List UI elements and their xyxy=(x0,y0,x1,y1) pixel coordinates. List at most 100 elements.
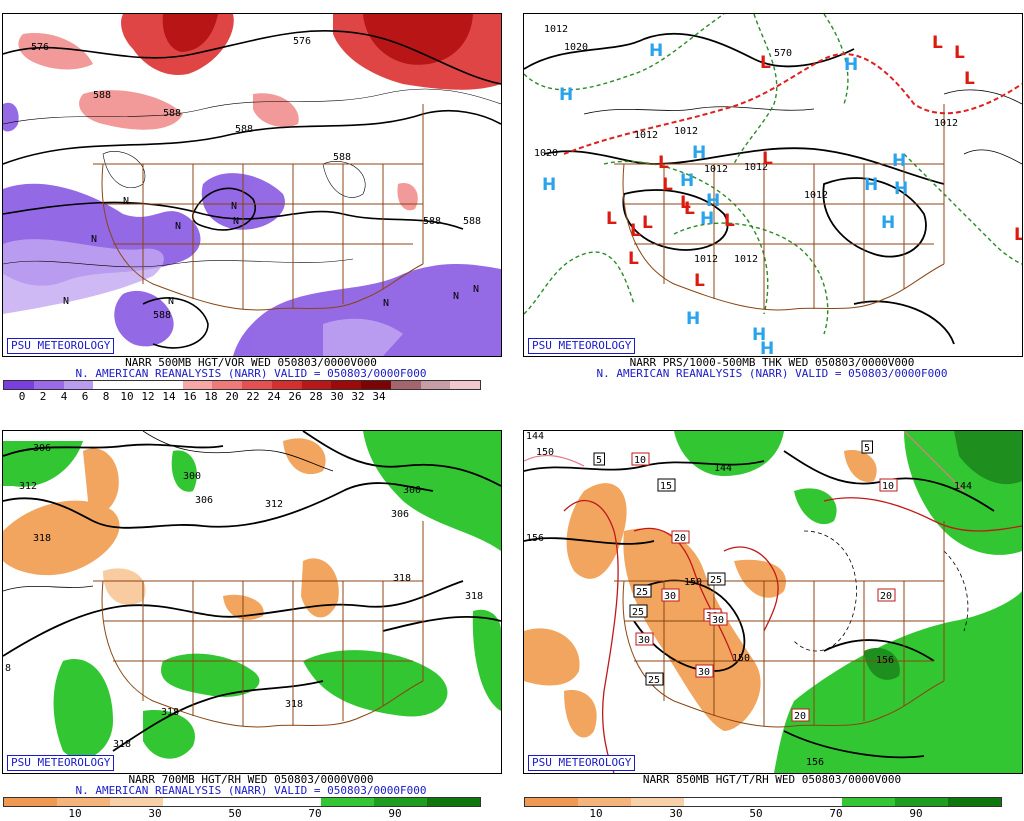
contour-label: 576 xyxy=(293,36,311,47)
height-label: 156 xyxy=(806,757,824,768)
contour-label: 306 xyxy=(195,495,213,506)
contour-label: 306 xyxy=(33,443,51,454)
map-850mb-canvas: 144 150 156 144 150 150 156 156 144 5 10 15 20 25 30 2… xyxy=(524,431,1022,773)
temperature-label: 30 xyxy=(664,591,676,602)
low-pressure-marker: L xyxy=(932,33,943,53)
contour-label: 312 xyxy=(265,499,283,510)
colorbar-tick-label: 0 xyxy=(18,390,26,403)
isobar-label: 1020 xyxy=(534,148,558,159)
contour-label: 300 xyxy=(403,485,421,496)
rh-colorbar-labels: 10 30 50 70 90 xyxy=(521,807,1023,820)
panel-subtitle: N. AMERICAN REANALYSIS (NARR) VALID = 05… xyxy=(75,784,427,797)
contour-label: 588 xyxy=(423,216,441,227)
low-pressure-marker: L xyxy=(760,53,771,73)
temperature-label-box xyxy=(645,672,664,686)
low-pressure-marker: L xyxy=(954,43,965,63)
isobar-label: 1012 xyxy=(674,126,698,137)
contour-label: 8 xyxy=(5,663,11,674)
low-pressure-marker: L xyxy=(694,271,705,291)
low-pressure-marker: L xyxy=(684,199,695,219)
contour-label: 312 xyxy=(19,481,37,492)
vorticity-marker: N xyxy=(168,296,174,307)
vorticity-marker: N xyxy=(383,298,389,309)
high-pressure-marker: H xyxy=(881,213,895,233)
high-pressure-marker: H xyxy=(844,55,858,75)
colorbar-segment xyxy=(374,798,428,806)
colorbar-tick-label: 10 xyxy=(68,807,82,820)
height-label: 144 xyxy=(954,481,972,492)
panel-title: NARR 700MB HGT/RH WED 050803/0000V000 xyxy=(128,773,374,786)
colorbar-tick-label: 24 xyxy=(267,390,281,403)
colorbar-segment xyxy=(152,381,183,389)
isobar-label: 1012 xyxy=(694,254,718,265)
temperature-label: 20 xyxy=(794,711,806,722)
colorbar-tick-label: 26 xyxy=(288,390,302,403)
contour-label: 318 xyxy=(113,739,131,750)
map-850mb[interactable]: 144 150 156 144 150 150 156 156 144 5 10 15 20 25 30 2… xyxy=(523,430,1023,774)
panel-subtitle: N. AMERICAN REANALYSIS (NARR) VALID = 05… xyxy=(596,367,948,380)
map-700mb-canvas: 306 312 318 300 306 312 300 306 318 318 8 318 318 318 xyxy=(3,431,501,760)
low-pressure-marker: L xyxy=(724,211,735,231)
high-pressure-marker: H xyxy=(649,41,663,61)
contour-label: 588 xyxy=(333,152,351,163)
colorbar-segment xyxy=(109,798,163,806)
colorbar-segment xyxy=(948,798,1002,806)
high-pressure-marker: H xyxy=(680,171,694,191)
colorbar-tick-label: 50 xyxy=(228,807,242,820)
map-pressure[interactable]: 1012 1020 1020 1012 1012 1012 1012 1012 1012 1012… xyxy=(523,13,1023,357)
panel-title: NARR 850MB HGT/T/RH WED 050803/0000V000 xyxy=(642,773,902,786)
vorticity-colorbar xyxy=(3,380,481,390)
low-pressure-marker: L xyxy=(964,69,975,89)
colorbar-segment xyxy=(162,798,216,806)
panel-title: NARR 500MB HGT/VOR WED 050803/0000V000 xyxy=(125,356,377,369)
colorbar-segment xyxy=(842,798,896,806)
height-label: 144 xyxy=(714,463,732,474)
temperature-labels: 51015202530252530303030202010525 xyxy=(593,440,898,722)
temperature-label: 20 xyxy=(674,533,686,544)
colorbar-tick-label: 16 xyxy=(183,390,197,403)
height-label: 156 xyxy=(876,655,894,666)
temperature-label: 10 xyxy=(634,455,646,466)
colorbar-tick-label: 10 xyxy=(120,390,134,403)
contour-label: 300 xyxy=(183,471,201,482)
temperature-label-box xyxy=(791,708,810,722)
temperature-label-box xyxy=(877,588,896,602)
panel-700mb-rh: 306 312 318 300 306 312 300 306 318 318 8 318 318 318… xyxy=(0,417,502,821)
temperature-label-box xyxy=(695,664,714,678)
temperature-label-box xyxy=(593,452,605,466)
colorbar-tick-label: 20 xyxy=(225,390,239,403)
height-label: 144 xyxy=(526,431,544,442)
temperature-label-box xyxy=(709,612,728,626)
contour-label: 588 xyxy=(153,310,171,321)
brand-label: PSU METEOROLOGY xyxy=(528,755,636,771)
low-pressure-marker: L xyxy=(1014,225,1022,245)
vorticity-marker: N xyxy=(231,201,237,212)
vorticity-marker: N xyxy=(91,234,97,245)
colorbar-segment xyxy=(123,381,153,389)
colorbar-tick-label: 90 xyxy=(909,807,923,820)
colorbar-segment xyxy=(63,381,94,389)
colorbar-tick-label: 4 xyxy=(60,390,68,403)
temperature-label-box xyxy=(629,604,648,618)
isobar-label: 1012 xyxy=(934,118,958,129)
contour-label: 588 xyxy=(93,90,111,101)
vorticity-marker: N xyxy=(473,284,479,295)
isobar-label: 1012 xyxy=(734,254,758,265)
brand-label: PSU METEOROLOGY xyxy=(528,338,636,354)
isobar-label: 1020 xyxy=(564,42,588,53)
high-pressure-marker: H xyxy=(864,175,878,195)
temperature-label: 5 xyxy=(596,455,602,466)
temperature-label: 25 xyxy=(636,587,648,598)
map-700mb[interactable]: 306 312 318 300 306 312 300 306 318 318 8 318 318 318… xyxy=(2,430,502,774)
low-pressure-marker: L xyxy=(658,153,669,173)
contour-label: 588 xyxy=(235,124,253,135)
colorbar-segment xyxy=(271,381,302,389)
temperature-label-box xyxy=(671,530,690,544)
colorbar-segment xyxy=(56,798,110,806)
contour-label: 318 xyxy=(285,699,303,710)
colorbar-tick-label: 90 xyxy=(388,807,402,820)
